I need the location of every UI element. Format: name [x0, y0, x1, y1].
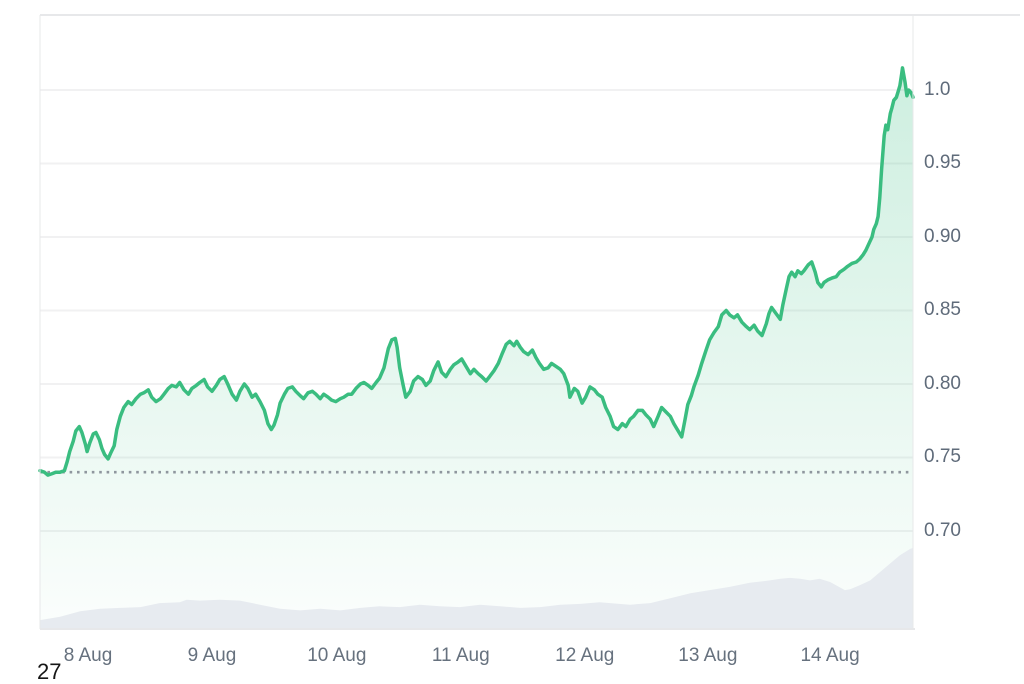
x-tick-label: 12 Aug [555, 645, 615, 666]
y-tick-label: 0.85 [924, 299, 961, 321]
x-tick-label: 13 Aug [678, 645, 738, 666]
x-tick-label: 9 Aug [187, 645, 237, 666]
y-tick-label: 0.75 [924, 446, 961, 468]
price-line [38, 66, 915, 477]
y-tick-label: 0.95 [924, 152, 961, 174]
y-tick-label: 0.80 [924, 372, 961, 394]
y-tick-label: 0.70 [924, 519, 961, 541]
x-tick-label: 11 Aug [431, 645, 490, 666]
x-tick-label: 8 Aug [63, 645, 113, 666]
y-tick-label: 1.0 [924, 78, 951, 100]
y-tick-label: 0.90 [924, 225, 961, 247]
x-tick-label: 10 Aug [307, 645, 367, 666]
x-tick-label: 14 Aug [800, 645, 860, 666]
corner-text: 27 [37, 659, 62, 684]
plot-border [39, 14, 1020, 630]
volume-area [40, 548, 913, 629]
price-area-fill [40, 67, 913, 629]
